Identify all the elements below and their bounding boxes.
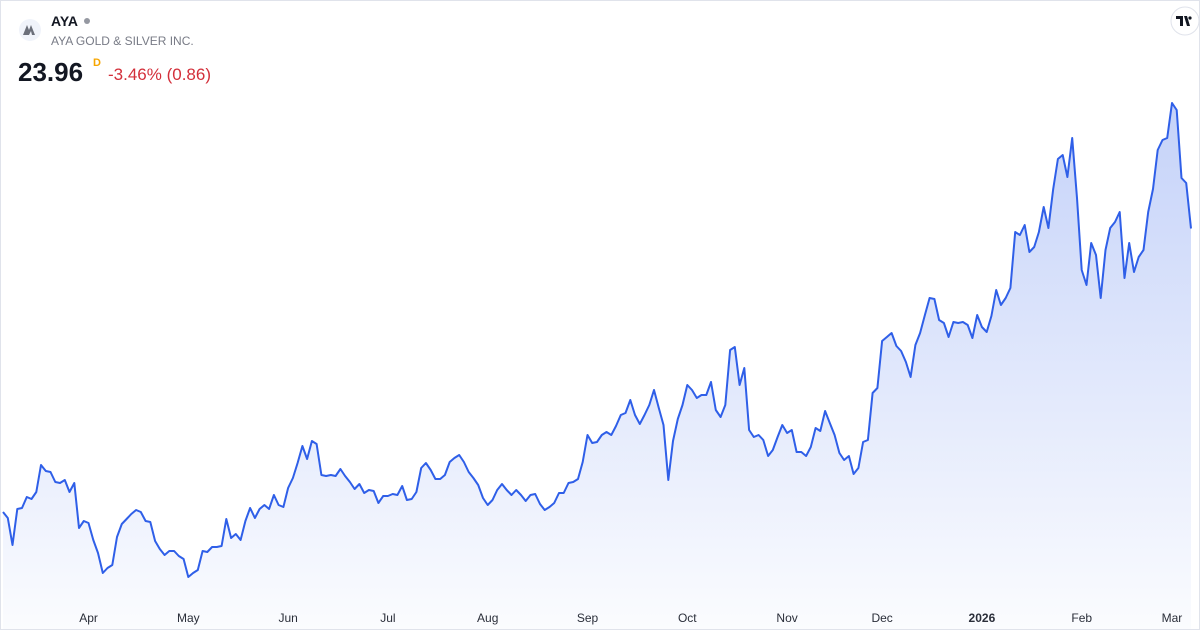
status-dot [84,18,90,24]
x-tick-label: Feb [1071,611,1092,625]
price-change: -3.46% (0.86) [108,65,211,84]
tradingview-logo[interactable] [1170,6,1200,36]
x-tick-label: 2026 [969,611,996,625]
x-tick-label: Aug [477,611,498,625]
symbol: AYA [51,13,78,29]
x-tick-label: Sep [577,611,599,625]
x-tick-label: Apr [79,611,98,625]
x-tick-label: Oct [678,611,697,625]
area [3,103,1191,629]
x-tick-label: Jun [278,611,297,625]
x-tick-label: Jul [380,611,395,625]
x-tick-label: Mar [1162,611,1183,625]
x-tick-label: Dec [871,611,892,625]
x-tick-label: Nov [776,611,797,625]
price-line [2,102,1192,578]
logo [19,19,41,41]
interval: D [93,57,101,69]
plot [2,102,1192,629]
x-tick-label: May [177,611,200,625]
price: 23.96 [18,57,83,87]
company-name: AYA GOLD & SILVER INC. [51,34,194,48]
